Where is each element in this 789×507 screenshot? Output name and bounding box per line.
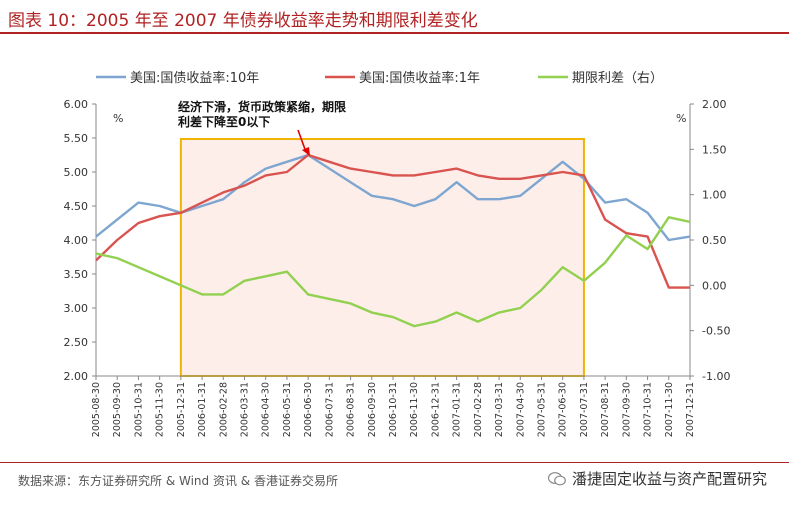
figure-title: 图表 10：2005 年至 2007 年债券收益率走势和期限利差变化 <box>8 11 478 31</box>
x-axis-tick-label: 2007-01-31 <box>452 382 463 437</box>
x-axis-tick-label: 2006-04-30 <box>261 382 272 437</box>
x-axis-tick-label: 2007-08-31 <box>600 382 611 437</box>
left-axis-tick-label: 3.50 <box>64 268 89 281</box>
left-axis-tick-label: 4.50 <box>64 200 89 213</box>
left-axis-tick-label: 4.00 <box>64 234 89 247</box>
annotation-line-2: 利差下降至0以下 <box>178 114 270 129</box>
annotation-arrowhead <box>302 147 310 156</box>
x-axis-tick-label: 2007-02-28 <box>473 382 484 437</box>
x-axis-tick-label: 2007-03-31 <box>494 382 505 437</box>
series-1y-line <box>95 153 690 289</box>
x-axis-tick-label: 2006-11-30 <box>409 382 420 437</box>
footer-divider <box>0 462 789 463</box>
x-axis-tick-label: 2005-10-31 <box>133 382 144 437</box>
x-axis-tick-label: 2007-10-31 <box>643 382 654 437</box>
legend: 美国:国债收益率:10年 美国:国债收益率:1年 期限利差（右） <box>96 70 663 86</box>
legend-label-1y: 美国:国债收益率:1年 <box>359 70 480 86</box>
x-axis-tick-label: 2006-12-31 <box>430 382 441 437</box>
right-axis-tick-label: -0.50 <box>702 325 730 338</box>
x-axis-tick-label: 2006-01-31 <box>197 382 208 437</box>
x-axis-tick-label: 2006-08-31 <box>346 382 357 437</box>
data-source: 数据来源：东方证券研究所 & Wind 资讯 & 香港证券交易所 <box>18 474 338 488</box>
right-axis-tick-label: -1.00 <box>702 370 730 383</box>
wechat-account: 潘捷固定收益与资产配置研究 <box>547 468 767 489</box>
x-axis-tick-label: 2006-05-31 <box>282 382 293 437</box>
x-axis-tick-label: 2006-02-28 <box>218 382 229 437</box>
x-axis-tick-label: 2007-07-31 <box>579 382 590 437</box>
left-axis-tick-label: 2.00 <box>64 370 89 383</box>
right-axis-tick-label: 2.00 <box>702 98 727 111</box>
right-axis-tick-label: 1.00 <box>702 189 727 202</box>
wechat-icon <box>547 471 566 485</box>
plot-area: 2.00 2.50 3.00 3.50 4.00 4.50 5.00 5.50 6.00 -1.0… <box>64 98 731 437</box>
x-axis-tick-label: 2006-07-31 <box>324 382 335 437</box>
left-axis-tick-label: 6.00 <box>64 98 89 111</box>
wechat-account-name: 潘捷固定收益与资产配置研究 <box>571 470 767 488</box>
left-axis-tick-label: 2.50 <box>64 336 89 349</box>
x-axis-tick-label: 2005-08-30 <box>91 382 102 437</box>
x-axis-tick-label: 2006-06-30 <box>303 382 314 437</box>
left-axis-unit: % <box>113 112 123 125</box>
left-axis-tick-label: 3.00 <box>64 302 89 315</box>
right-axis-tick-label: 0.50 <box>702 234 727 247</box>
x-axis-tick-label: 2007-04-30 <box>515 382 526 437</box>
x-axis-tick-label: 2005-09-30 <box>112 382 123 437</box>
legend-label-10y: 美国:国债收益率:10年 <box>130 70 259 86</box>
left-axis-tick-label: 5.50 <box>64 132 89 145</box>
right-axis-tick-label: 1.50 <box>702 143 727 156</box>
x-axis-tick-label: 2007-06-30 <box>558 382 569 437</box>
x-axis-tick-label: 2007-12-31 <box>685 382 696 437</box>
right-axis-unit: % <box>676 112 686 125</box>
x-axis-tick-label: 2005-11-30 <box>155 382 166 437</box>
series-spread-line <box>95 216 691 328</box>
x-axis-tick-label: 2007-11-30 <box>664 382 675 437</box>
x-axis-tick-label: 2005-12-31 <box>176 382 187 437</box>
legend-label-spread: 期限利差（右） <box>572 71 663 86</box>
x-axis-tick-label: 2006-10-31 <box>388 382 399 437</box>
series-10y-line <box>95 153 691 242</box>
x-axis-tick-label: 2006-09-30 <box>367 382 378 437</box>
annotation-arrow <box>297 129 307 153</box>
x-axis-tick-label: 2007-05-31 <box>537 382 548 437</box>
right-axis-tick-label: 0.00 <box>702 279 727 292</box>
annotation: 经济下滑，货币政策紧缩，期限 利差下降至0以下 <box>178 99 346 156</box>
yield-chart: 美国:国债收益率:10年 美国:国债收益率:1年 期限利差（右） 2.00 2.5… <box>64 70 731 437</box>
x-axis-tick-label: 2006-03-31 <box>240 382 251 437</box>
x-axis-tick-label: 2007-09-30 <box>621 382 632 437</box>
title-divider <box>0 32 789 34</box>
left-axis-tick-label: 5.00 <box>64 166 89 179</box>
annotation-line-1: 经济下滑，货币政策紧缩，期限 <box>178 99 346 114</box>
